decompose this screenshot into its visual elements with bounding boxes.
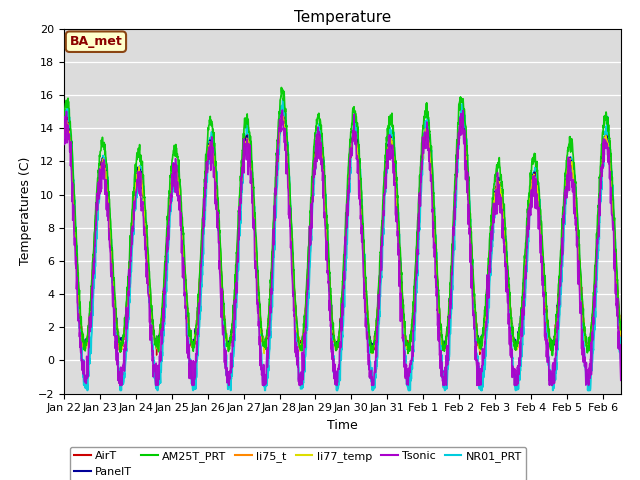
- Y-axis label: Temperatures (C): Temperatures (C): [19, 157, 32, 265]
- X-axis label: Time: Time: [327, 419, 358, 432]
- Legend: AirT, PanelT, AM25T_PRT, li75_t, li77_temp, Tsonic, NR01_PRT: AirT, PanelT, AM25T_PRT, li75_t, li77_te…: [70, 446, 527, 480]
- Title: Temperature: Temperature: [294, 10, 391, 25]
- Text: BA_met: BA_met: [70, 35, 122, 48]
